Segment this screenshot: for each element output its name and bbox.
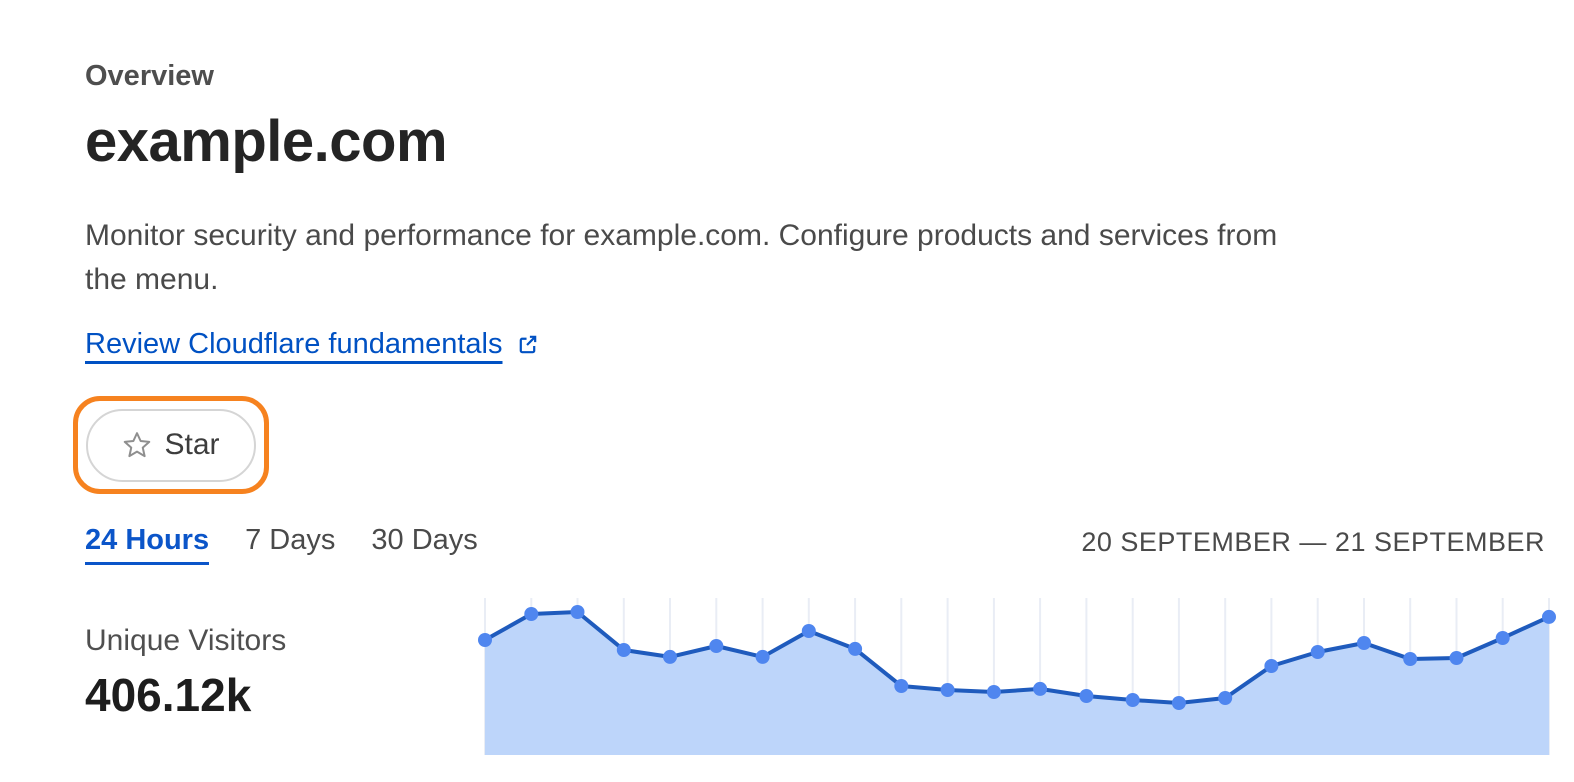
chart-point xyxy=(663,649,677,664)
chart-point xyxy=(1542,609,1556,624)
chart-point xyxy=(524,607,539,621)
fundamentals-link-label: Review Cloudflare fundamentals xyxy=(85,328,503,360)
time-range-tabs: 24 Hours 7 Days 30 Days xyxy=(85,524,478,565)
tab-24-hours[interactable]: 24 Hours xyxy=(85,524,210,565)
chart-area-fill xyxy=(485,612,1549,755)
chart-point xyxy=(570,605,585,619)
chart-point xyxy=(894,679,909,693)
chart-point xyxy=(940,683,955,697)
domain-title: example.com xyxy=(85,109,448,174)
unique-visitors-label: Unique Visitors xyxy=(85,624,287,657)
chart-point xyxy=(478,633,492,647)
external-link-icon xyxy=(519,335,536,354)
tab-30-days[interactable]: 30 Days xyxy=(371,524,477,562)
chart-point xyxy=(801,624,816,638)
chart-point xyxy=(616,643,631,657)
chart-point xyxy=(1357,636,1371,650)
star-icon xyxy=(124,432,151,458)
chart-point xyxy=(1264,659,1279,673)
chart-point xyxy=(1449,651,1464,665)
chart-line xyxy=(483,610,1551,705)
annotation-highlight-box: Star xyxy=(73,396,269,494)
chart-point xyxy=(1495,631,1510,645)
chart-point xyxy=(1403,652,1418,666)
star-button[interactable]: Star xyxy=(86,408,256,482)
chart-point xyxy=(1079,689,1094,703)
chart-point xyxy=(1171,696,1186,710)
star-button-label: Star xyxy=(164,428,220,461)
chart-point xyxy=(1033,681,1048,696)
chart-point xyxy=(755,649,770,664)
unique-visitors-chart xyxy=(478,598,1556,755)
tab-7-days[interactable]: 7 Days xyxy=(245,524,335,562)
chart-point xyxy=(1218,691,1233,705)
chart-point xyxy=(848,641,863,656)
description-line: Monitor security and performance for exa… xyxy=(85,219,1278,252)
chart-point xyxy=(1125,693,1140,707)
chart-point xyxy=(1310,645,1325,659)
chart-point xyxy=(986,685,1001,699)
section-label: Overview xyxy=(85,60,214,92)
domain-description: Monitor security and performance for exa… xyxy=(85,214,1545,302)
unique-visitors-value: 406.12k xyxy=(85,669,252,721)
date-range-label: 20 SEPTEMBER — 21 SEPTEMBER xyxy=(1081,527,1545,557)
fundamentals-link[interactable]: Review Cloudflare fundamentals xyxy=(85,328,539,361)
chart-point xyxy=(709,639,724,653)
description-line: the menu. xyxy=(85,263,219,296)
